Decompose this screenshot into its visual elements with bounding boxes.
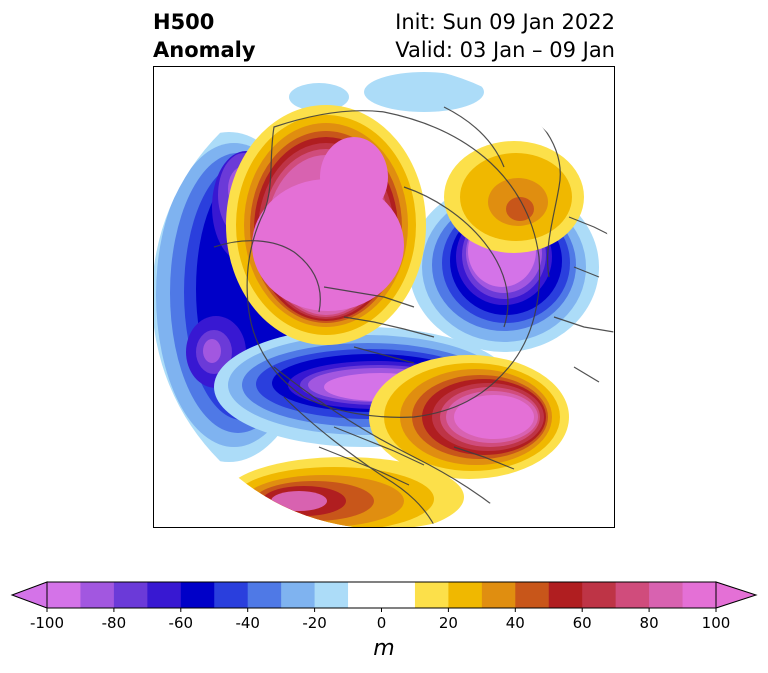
colorbar-segment — [247, 582, 282, 608]
colorbar-tick-label: -40 — [235, 614, 260, 632]
colorbar-tick-label: -100 — [29, 614, 65, 632]
colorbar-under-arrow — [10, 581, 48, 609]
colorbar-segment — [515, 582, 550, 608]
colorbar-unit-label: m — [373, 636, 395, 661]
colorbar-segment — [180, 582, 215, 608]
colorbar-segment — [682, 582, 717, 608]
colorbar-over-arrow — [715, 581, 758, 609]
colorbar-segments — [47, 582, 717, 608]
colorbar-tick-label: 40 — [505, 614, 525, 632]
colorbar-segment — [214, 582, 249, 608]
anomaly-map — [154, 72, 614, 527]
coastlines — [213, 106, 614, 526]
colorbar-segment — [582, 582, 617, 608]
colorbar-segment — [281, 582, 316, 608]
colorbar-tick-label: 20 — [438, 614, 458, 632]
colorbar-segment — [414, 582, 449, 608]
colorbar-segment — [649, 582, 684, 608]
colorbar-segment — [481, 582, 516, 608]
title-line-2: Anomaly — [153, 38, 256, 62]
colorbar-segment — [147, 582, 182, 608]
colorbar-segment — [615, 582, 650, 608]
colorbar-ticks — [46, 608, 717, 612]
colorbar-tick-label: 0 — [376, 614, 387, 632]
colorbar-segment — [314, 582, 349, 608]
colorbar-segment — [448, 582, 483, 608]
valid-period: Valid: 03 Jan – 09 Jan — [395, 38, 615, 62]
colorbar-tick-label: -20 — [302, 614, 327, 632]
colorbar — [10, 581, 758, 612]
colorbar-segment — [80, 582, 115, 608]
colorbar-segment — [548, 582, 583, 608]
map-panel — [153, 66, 615, 528]
colorbar-tick-label: -80 — [101, 614, 127, 632]
colorbar-tick-label: -60 — [168, 614, 194, 632]
title-line-1: H500 — [153, 10, 215, 34]
colorbar-segment — [113, 582, 148, 608]
map-title: H500 Anomaly — [153, 8, 256, 64]
init-time: Init: Sun 09 Jan 2022 — [395, 10, 615, 34]
data-field — [154, 72, 599, 527]
colorbar-segment — [381, 582, 416, 608]
colorbar-tick-label: 100 — [701, 614, 731, 632]
colorbar-segment — [348, 582, 382, 608]
time-info: Init: Sun 09 Jan 2022 Valid: 03 Jan – 09… — [395, 8, 615, 64]
colorbar-segment — [47, 582, 81, 608]
colorbar-tick-label: 60 — [572, 614, 592, 632]
colorbar-tick-label: 80 — [639, 614, 659, 632]
